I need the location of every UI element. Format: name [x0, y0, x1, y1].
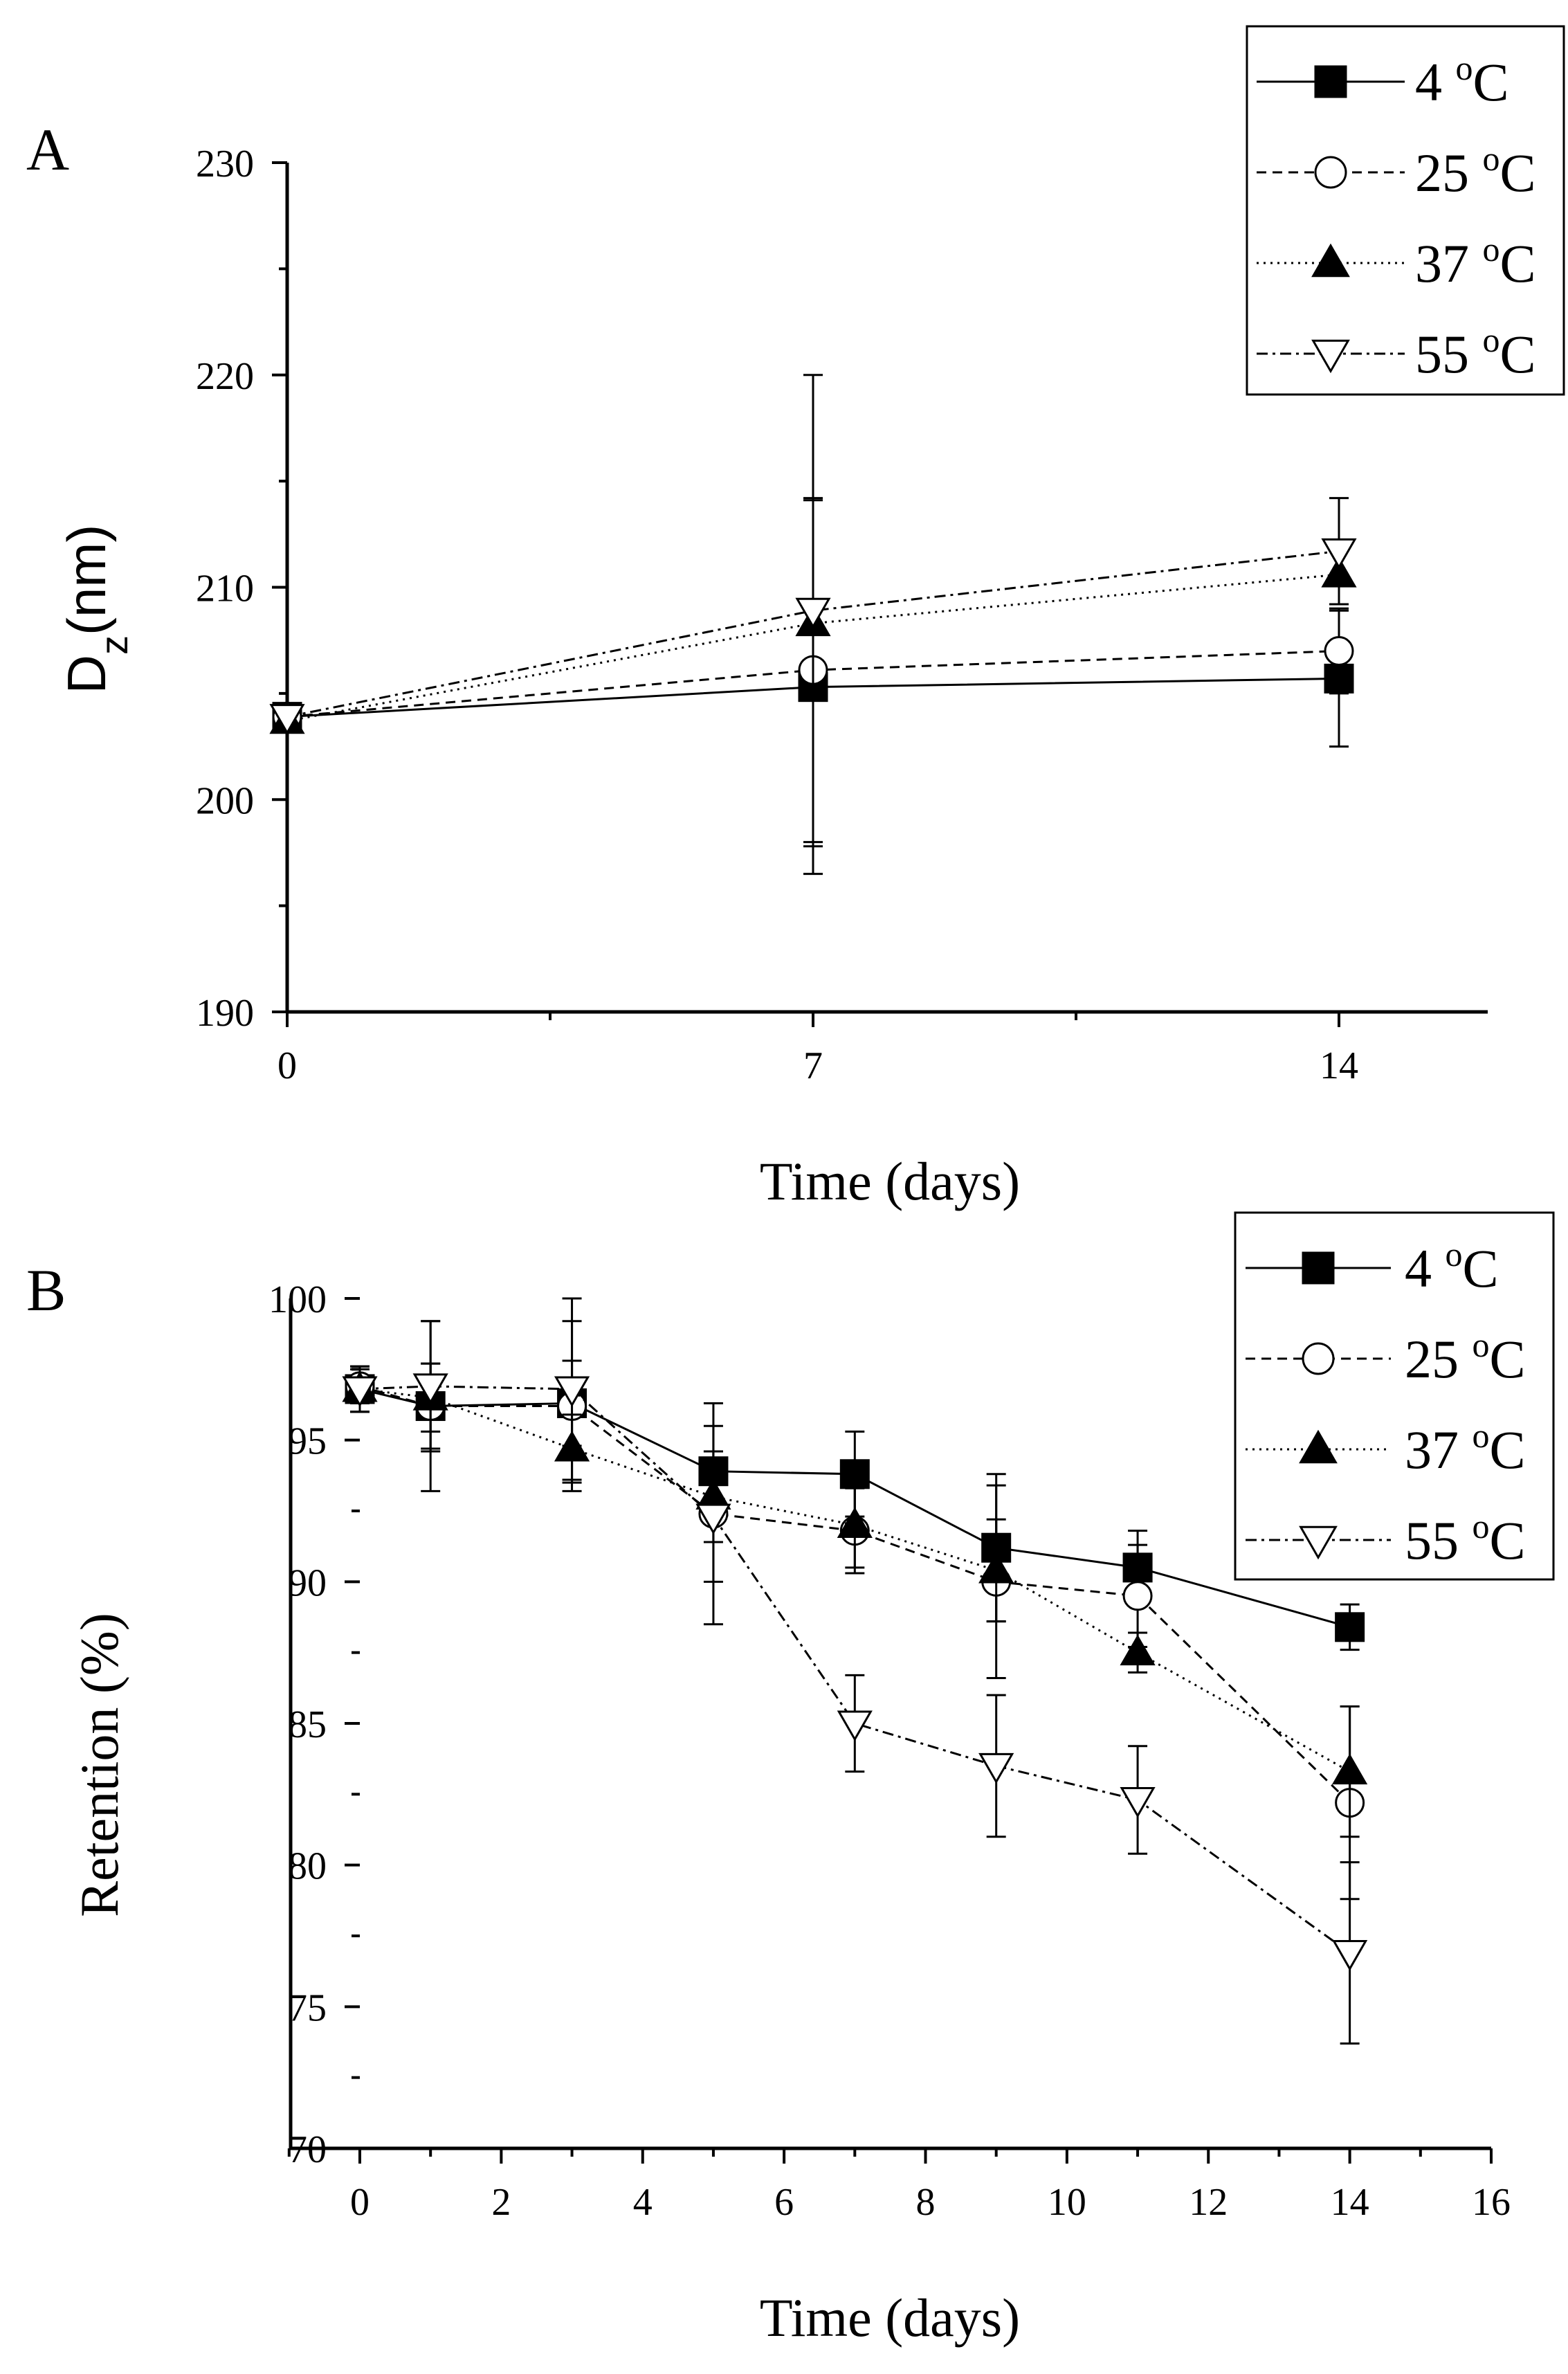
x-tick-label-a: 14: [1320, 1044, 1358, 1087]
legend-label-b-55: 55 oC: [1405, 1507, 1526, 1570]
legend-marker-b-4: [1302, 1251, 1335, 1285]
legend-entry-a-4: 4 oC: [1257, 48, 1509, 112]
ticks-b: 0 2 4 6 8 10 12 14 16 70 75 80 85 90 95 100: [268, 1278, 1511, 2224]
y-tick-label-b: 85: [288, 1703, 327, 1746]
x-tick-label-b: 12: [1189, 2181, 1228, 2224]
legend-entry-b-55: 55 oC: [1246, 1507, 1526, 1570]
series-group-b: [342, 1297, 1368, 2045]
data-point-b-4: [1335, 1612, 1365, 1642]
y-tick-label-b: 100: [268, 1278, 327, 1321]
ticks-a: 0 7 14 190 200 210 220 230: [196, 143, 1358, 1087]
data-point-b-37: [978, 1552, 1014, 1584]
legend-entry-a-37: 37 oC: [1257, 230, 1536, 293]
chart-a: A 0 7 14 190 200 210 220 230 Dz(nm) Time (days)…: [26, 25, 1565, 1211]
legend-label-a-4: 4 oC: [1415, 48, 1509, 112]
y-tick-label-a: 230: [196, 143, 254, 185]
data-point-b-25: [1122, 1581, 1153, 1611]
legend-entry-a-25: 25 oC: [1257, 139, 1536, 203]
x-tick-label-b: 10: [1048, 2181, 1086, 2224]
panel-label-b: B: [26, 1257, 66, 1323]
legend-label-b-25: 25 oC: [1405, 1325, 1526, 1389]
data-point-b-55: [342, 1376, 378, 1407]
series-line-b-37: [359, 1388, 1351, 1773]
y-tick-label-b: 95: [288, 1420, 327, 1463]
y-axis-title-a-sub: z: [92, 635, 136, 655]
y-tick-label-b: 90: [288, 1561, 327, 1604]
legend-marker-a-55: [1311, 339, 1350, 374]
series-line-b-25: [359, 1385, 1351, 1804]
chart-b: B 0 2 4 6 8 10 12 14 16 70 75 80 85 90 95 100 Retention…: [26, 1211, 1555, 2348]
series-b-55: [342, 1297, 1368, 2045]
legend-label-a-25: 25 oC: [1415, 139, 1536, 203]
x-tick-label-b: 0: [350, 2181, 370, 2224]
x-tick-label-a: 7: [803, 1044, 823, 1087]
data-point-b-55: [695, 1503, 731, 1535]
data-point-b-37: [837, 1507, 873, 1538]
y-tick-label-a: 220: [196, 355, 254, 398]
series-line-b-55: [359, 1385, 1351, 1954]
y-tick-label-a: 190: [196, 992, 254, 1035]
series-group-a: [269, 374, 1357, 876]
series-a-55: [269, 374, 1357, 848]
data-point-b-55: [1332, 1940, 1368, 1971]
series-b-25: [345, 1320, 1365, 1901]
data-point-b-55: [978, 1752, 1014, 1784]
data-point-b-55: [1120, 1787, 1156, 1818]
y-tick-label-b: 70: [288, 2128, 327, 2171]
legend-entry-a-55: 55 oC: [1257, 320, 1536, 384]
x-tick-label-a: 0: [277, 1044, 297, 1087]
legend-label-a-55: 55 oC: [1415, 320, 1536, 384]
legend-marker-b-25: [1302, 1342, 1335, 1375]
data-point-b-55: [412, 1373, 448, 1404]
x-tick-label-b: 16: [1472, 2181, 1511, 2224]
data-point-a-55: [795, 597, 831, 629]
x-tick-label-b: 2: [491, 2181, 511, 2224]
legend-label-a-37: 37 oC: [1415, 230, 1536, 293]
data-point-b-37: [1332, 1753, 1368, 1785]
y-tick-label-a: 210: [196, 568, 254, 610]
legend-b: 4 oC 25 oC 37 oC 55 oC: [1234, 1211, 1555, 1581]
data-point-b-55: [837, 1710, 873, 1742]
legend-box-b: [1234, 1211, 1555, 1581]
legend-marker-a-4: [1314, 65, 1347, 98]
y-axis-title-a-main: D: [56, 655, 117, 694]
legend-marker-a-37: [1311, 243, 1350, 278]
legend-marker-b-55: [1299, 1525, 1338, 1560]
x-axis-title-b: Time (days): [760, 2287, 1020, 2348]
legend-entry-b-4: 4 oC: [1246, 1235, 1499, 1298]
y-axis-title-a: Dz(nm): [56, 525, 136, 694]
legend-label-b-4: 4 oC: [1405, 1235, 1499, 1298]
y-tick-label-b: 80: [288, 1845, 327, 1888]
data-point-b-55: [554, 1376, 590, 1407]
y-axis-title-a-rest: (nm): [56, 525, 117, 635]
panel-label-a: A: [26, 116, 69, 183]
x-tick-label-b: 14: [1331, 2181, 1369, 2224]
legend-entry-b-37: 37 oC: [1246, 1416, 1526, 1480]
legend-marker-a-25: [1314, 156, 1347, 189]
legend-label-b-37: 37 oC: [1405, 1416, 1526, 1480]
y-tick-label-b: 75: [288, 1986, 327, 2029]
legend-box-a: [1246, 25, 1565, 396]
x-axis-title-a: Time (days): [760, 1151, 1020, 1211]
x-tick-label-b: 8: [916, 2181, 936, 2224]
legend-marker-b-37: [1299, 1429, 1338, 1464]
legend-entry-b-25: 25 oC: [1246, 1325, 1526, 1389]
data-point-b-37: [1120, 1634, 1156, 1666]
legend-a: 4 oC 25 oC 37 oC 55 oC: [1246, 25, 1565, 396]
data-point-a-55: [269, 704, 305, 735]
data-point-a-25: [1324, 636, 1354, 667]
x-tick-label-b: 4: [633, 2181, 653, 2224]
y-axis-title-b: Retention (%): [69, 1613, 129, 1917]
data-point-a-55: [1321, 538, 1357, 570]
y-tick-label-a: 200: [196, 779, 254, 822]
x-tick-label-b: 6: [774, 2181, 794, 2224]
